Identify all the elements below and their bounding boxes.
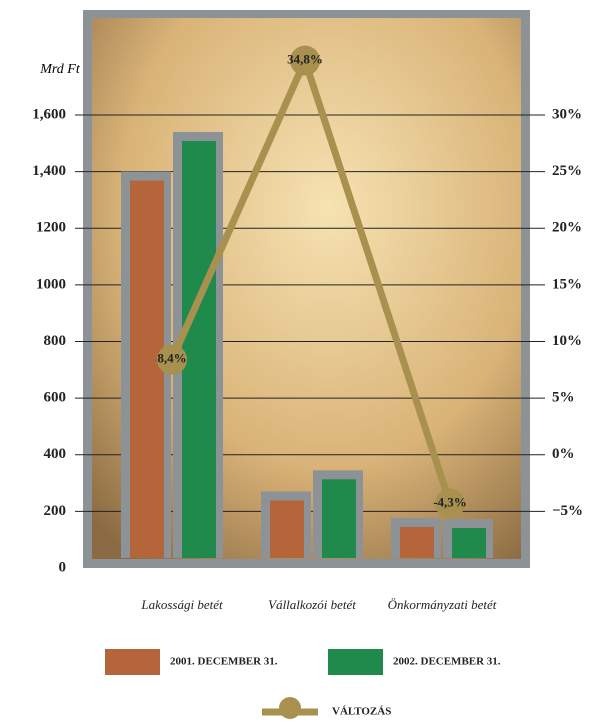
legend-marker	[279, 697, 301, 719]
y2-tick-label: 10%	[552, 333, 582, 349]
y-tick-label: 600	[44, 390, 67, 406]
legend-swatch	[328, 649, 383, 675]
bar	[270, 500, 304, 558]
y-tick-label: 400	[44, 446, 67, 462]
legend-label: 2001. DECEMBER 31.	[170, 656, 278, 668]
y-tick-label: 800	[44, 333, 67, 349]
y2-tick-label: −5%	[552, 503, 583, 519]
y2-tick-label: 15%	[552, 276, 582, 292]
legend-label: VÁLTOZÁS	[332, 706, 391, 718]
line-marker	[157, 344, 187, 375]
bar	[400, 526, 434, 558]
data-label: -4,3%	[433, 494, 467, 509]
x-tick-label: Lakossági betét	[140, 597, 223, 612]
y2-tick-label: 20%	[552, 220, 582, 236]
bar	[182, 140, 216, 559]
y-tick-label: 1200	[36, 220, 66, 236]
y2-tick-label: 5%	[552, 390, 575, 406]
x-tick-label: Önkormányzati betét	[388, 597, 497, 612]
y-axis-label: Mrd Ft	[39, 62, 81, 77]
bar	[322, 479, 356, 558]
legend-label: 2002. DECEMBER 31.	[393, 656, 501, 668]
y2-tick-label: 30%	[552, 106, 582, 122]
line-marker	[290, 45, 320, 76]
bar	[452, 528, 486, 558]
bar	[130, 180, 164, 558]
data-label: 8,4%	[157, 351, 186, 366]
y2-tick-label: 0%	[552, 446, 575, 462]
y2-tick-label: 25%	[552, 163, 582, 179]
legend-swatch	[105, 649, 160, 675]
line-marker	[435, 488, 465, 519]
y-tick-label: 0	[59, 559, 67, 575]
y-tick-label: 1,600	[32, 106, 66, 122]
y-tick-label: 200	[44, 503, 67, 519]
y-tick-label: 1000	[36, 276, 66, 292]
x-tick-label: Vállalkozói betét	[268, 597, 356, 612]
data-label: 34,8%	[287, 52, 323, 67]
y-tick-label: 1,400	[32, 163, 66, 179]
